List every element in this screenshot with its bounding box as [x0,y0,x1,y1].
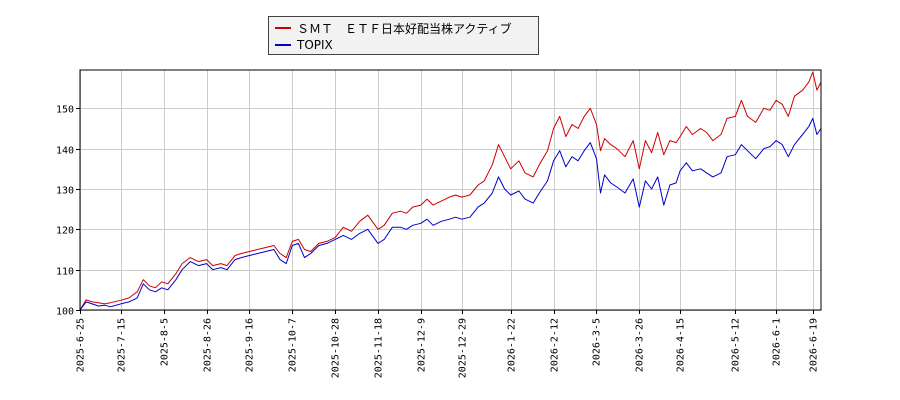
legend-item-smt-etf: ＳＭＴ ＥＴＦ日本好配当株アクティブ [275,20,512,36]
y-tick-label: 130 [56,186,74,197]
x-tick-label: 2025-12-29 [458,318,469,378]
x-tick-label: 2025-8-26 [203,318,214,372]
x-tick-label: 2025-6-25 [76,318,87,372]
x-tick-label: 2026-6-19 [809,318,820,372]
y-axis: 100 110 120 130 140 150 [56,105,80,318]
x-tick-label: 2025-8-5 [160,318,171,366]
legend-item-topix: TOPIX [275,37,333,53]
legend-swatch-topix [275,44,291,46]
x-tick-label: 2025-7-15 [117,318,128,372]
x-tick-label: 2026-4-15 [676,318,687,372]
x-tick-label: 2025-11-18 [374,318,385,378]
legend-label-topix: TOPIX [297,38,333,52]
y-tick-label: 100 [56,307,74,318]
grid-lines [80,70,821,311]
x-tick-label: 2026-1-22 [507,318,518,372]
x-tick-label: 2026-2-12 [550,318,561,372]
y-tick-label: 140 [56,146,74,157]
x-tick-label: 2026-5-12 [731,318,742,372]
y-tick-label: 120 [56,226,74,237]
legend: ＳＭＴ ＥＴＦ日本好配当株アクティブ TOPIX [268,16,539,55]
series-line-1 [79,117,822,311]
x-tick-label: 2026-3-26 [635,318,646,372]
legend-swatch-smt-etf [275,27,291,29]
x-tick-label: 2025-10-7 [288,318,299,372]
x-tick-label: 2025-10-28 [331,318,342,378]
legend-label-smt-etf: ＳＭＴ ＥＴＦ日本好配当株アクティブ [297,21,512,36]
x-tick-label: 2026-3-5 [592,318,603,366]
x-tick-label: 2026-6-1 [772,318,783,366]
series-lines [79,71,822,311]
y-tick-label: 150 [56,105,74,116]
series-line-0 [79,71,822,311]
x-tick-label: 2025-12-9 [417,318,428,372]
x-axis: 2025-6-25 2025-7-15 2025-8-5 2025-8-26 2025-… [76,310,820,378]
y-tick-label: 110 [56,267,74,278]
x-tick-label: 2025-9-16 [245,318,256,372]
